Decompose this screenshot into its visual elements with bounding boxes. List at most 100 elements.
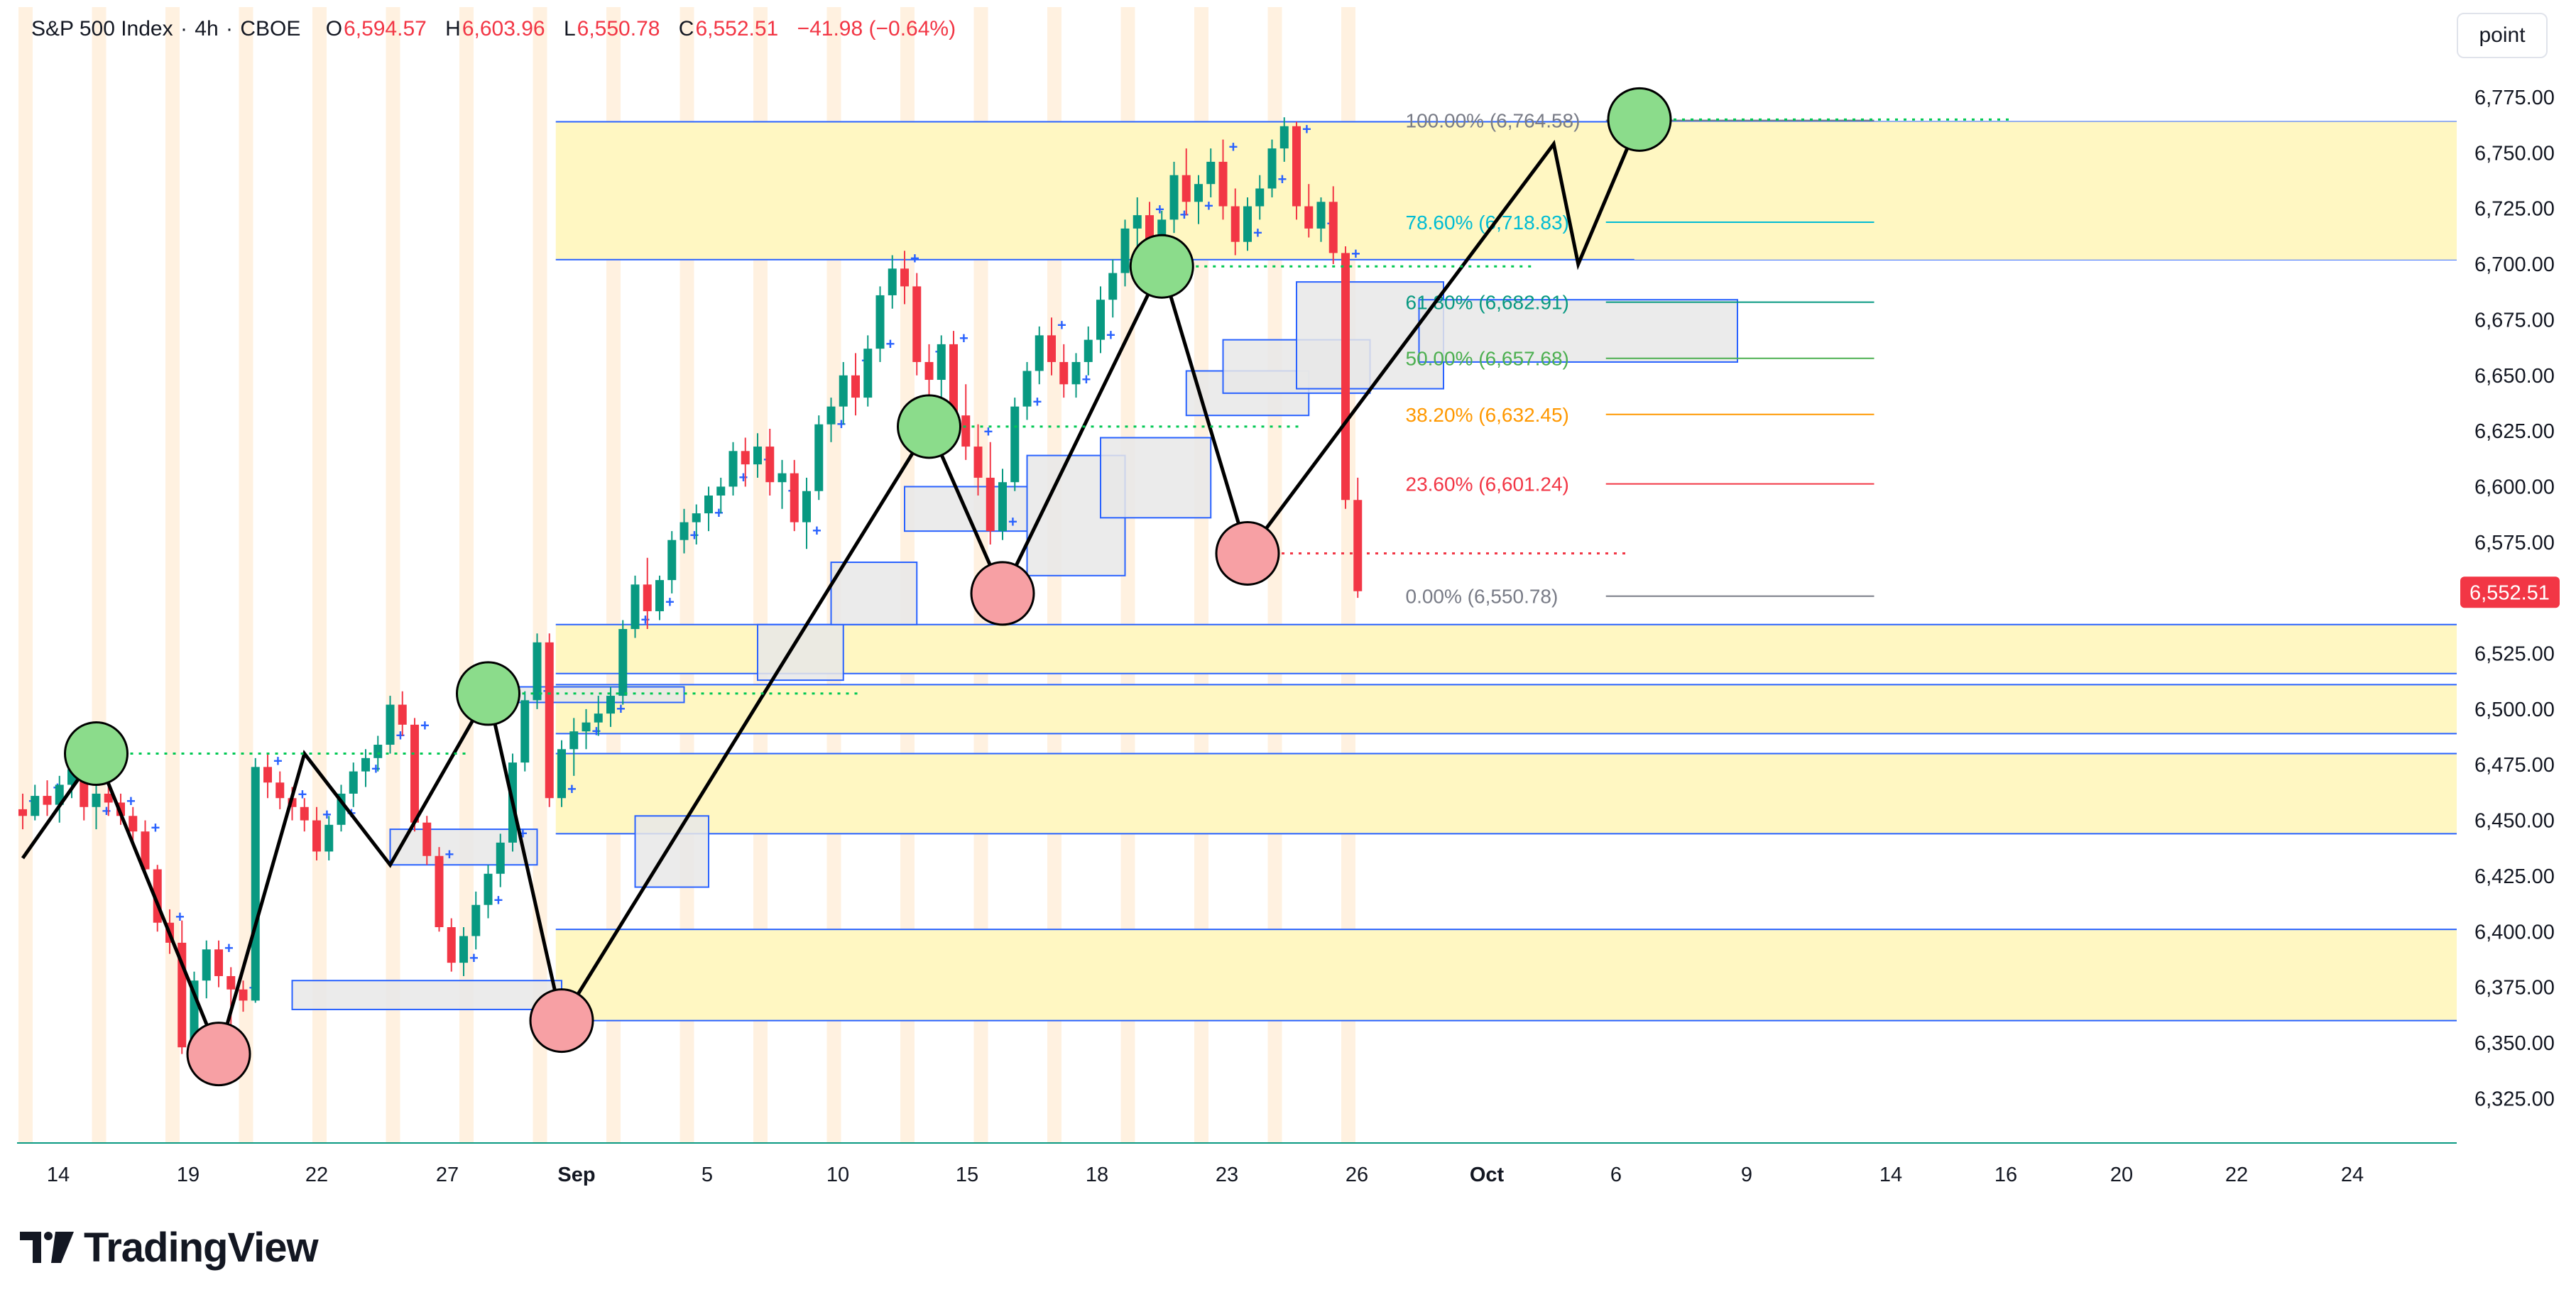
candle-body bbox=[1120, 228, 1130, 273]
y-axis-tick-label: 6,750.00 bbox=[2474, 142, 2555, 165]
candle-body bbox=[361, 757, 370, 772]
candle-body bbox=[484, 873, 493, 905]
candle-body bbox=[741, 451, 750, 465]
session-band bbox=[239, 7, 253, 1143]
session-band bbox=[1267, 7, 1282, 1143]
candle-body bbox=[1292, 126, 1301, 207]
candle-body bbox=[802, 491, 811, 523]
candle-body bbox=[1218, 161, 1228, 207]
session-band bbox=[18, 7, 33, 1143]
candle-body bbox=[1255, 188, 1265, 207]
session-band bbox=[1194, 7, 1208, 1143]
y-axis-tick-label: 6,375.00 bbox=[2474, 977, 2555, 1000]
x-axis-tick-label: 27 bbox=[436, 1164, 459, 1186]
signal-marker: + bbox=[273, 753, 283, 770]
candle-body bbox=[263, 767, 272, 783]
order-block-box bbox=[830, 562, 918, 625]
candle-body bbox=[435, 855, 444, 927]
candle-body bbox=[1084, 339, 1093, 362]
candle-body bbox=[55, 784, 64, 805]
legend-low-value: 6,550.78 bbox=[577, 17, 660, 40]
candle-body bbox=[765, 447, 775, 483]
signal-marker: + bbox=[1033, 393, 1042, 410]
signal-marker: + bbox=[1008, 513, 1017, 531]
signal-marker: + bbox=[1106, 326, 1115, 344]
signal-marker: + bbox=[592, 722, 601, 740]
candle-body bbox=[716, 486, 726, 496]
candle-body bbox=[31, 796, 40, 816]
candle-body bbox=[680, 522, 689, 540]
signal-marker: + bbox=[298, 786, 307, 804]
x-axis-tick-label: 22 bbox=[305, 1164, 328, 1186]
candle-body bbox=[631, 584, 640, 630]
candle-body bbox=[667, 540, 677, 581]
candle-body bbox=[1230, 206, 1240, 242]
session-band bbox=[165, 7, 180, 1143]
swing-high-circle bbox=[1129, 234, 1194, 299]
signal-marker: + bbox=[494, 891, 503, 909]
y-axis-tick-label: 6,675.00 bbox=[2474, 309, 2555, 332]
y-axis-tick-label: 6,575.00 bbox=[2474, 532, 2555, 554]
legend-high-value: 6,603.96 bbox=[462, 17, 545, 40]
candle-body bbox=[447, 927, 456, 963]
candle-body bbox=[312, 820, 321, 852]
candle-body bbox=[1353, 500, 1363, 591]
candle-body bbox=[1194, 184, 1203, 202]
x-axis-tick-label: 18 bbox=[1086, 1164, 1108, 1186]
candle-body bbox=[1341, 253, 1350, 500]
session-band bbox=[533, 7, 547, 1143]
candle-body bbox=[949, 344, 958, 416]
demand-zone bbox=[555, 684, 2457, 734]
order-block-box bbox=[1418, 299, 1738, 363]
legend-low-label: L bbox=[563, 17, 576, 40]
candle-body bbox=[728, 451, 738, 487]
candle-body bbox=[924, 361, 934, 381]
fib-level-label: 38.20% (6,632.45) bbox=[1406, 404, 1569, 426]
x-axis-tick-label: Oct bbox=[1470, 1164, 1505, 1186]
y-axis-tick-label: 6,625.00 bbox=[2474, 420, 2555, 443]
signal-marker: + bbox=[126, 792, 136, 810]
signal-marker: + bbox=[396, 727, 405, 745]
x-axis-tick-label: 22 bbox=[2225, 1164, 2248, 1186]
symbol-legend: S&P 500 Index · 4h · CBOE O6,594.57 H6,6… bbox=[31, 17, 968, 41]
order-block-box bbox=[634, 815, 709, 888]
price-unit-button[interactable]: point bbox=[2457, 13, 2548, 58]
signal-marker: + bbox=[371, 760, 381, 778]
candle-body bbox=[912, 286, 922, 362]
signal-marker: + bbox=[1278, 170, 1287, 188]
candle-body bbox=[202, 949, 211, 981]
tradingview-logo[interactable]: TradingView bbox=[20, 1222, 319, 1272]
candle-body bbox=[900, 268, 909, 287]
candle-body bbox=[1267, 148, 1277, 189]
signal-marker: + bbox=[567, 780, 577, 798]
candle-body bbox=[129, 816, 138, 832]
candle-body bbox=[814, 424, 824, 491]
candle-body bbox=[496, 842, 505, 874]
legend-separator: · bbox=[180, 17, 194, 40]
y-axis-tick-label: 6,450.00 bbox=[2474, 810, 2555, 833]
candle-body bbox=[104, 793, 113, 803]
candle-body bbox=[373, 745, 383, 758]
candle-body bbox=[1304, 206, 1314, 229]
candle-body bbox=[324, 824, 334, 852]
candle-body bbox=[1035, 335, 1044, 371]
y-axis-tick-label: 6,350.00 bbox=[2474, 1032, 2555, 1055]
signal-marker: + bbox=[910, 249, 919, 267]
y-axis-tick-label: 6,425.00 bbox=[2474, 865, 2555, 888]
candle-body bbox=[557, 749, 566, 799]
demand-zone bbox=[555, 929, 2457, 1021]
candle-body bbox=[251, 767, 260, 1001]
legend-high-label: H bbox=[445, 17, 461, 40]
candle-body bbox=[606, 696, 615, 714]
candle-body bbox=[18, 809, 27, 816]
signal-marker: + bbox=[224, 939, 234, 957]
last-price-tag bbox=[2460, 576, 2560, 608]
session-band bbox=[386, 7, 400, 1143]
candle-body bbox=[300, 806, 309, 821]
y-axis-tick-label: 6,650.00 bbox=[2474, 365, 2555, 388]
candle-body bbox=[459, 936, 468, 963]
signal-marker: + bbox=[1057, 316, 1066, 334]
y-axis-tick-label: 6,525.00 bbox=[2474, 643, 2555, 666]
